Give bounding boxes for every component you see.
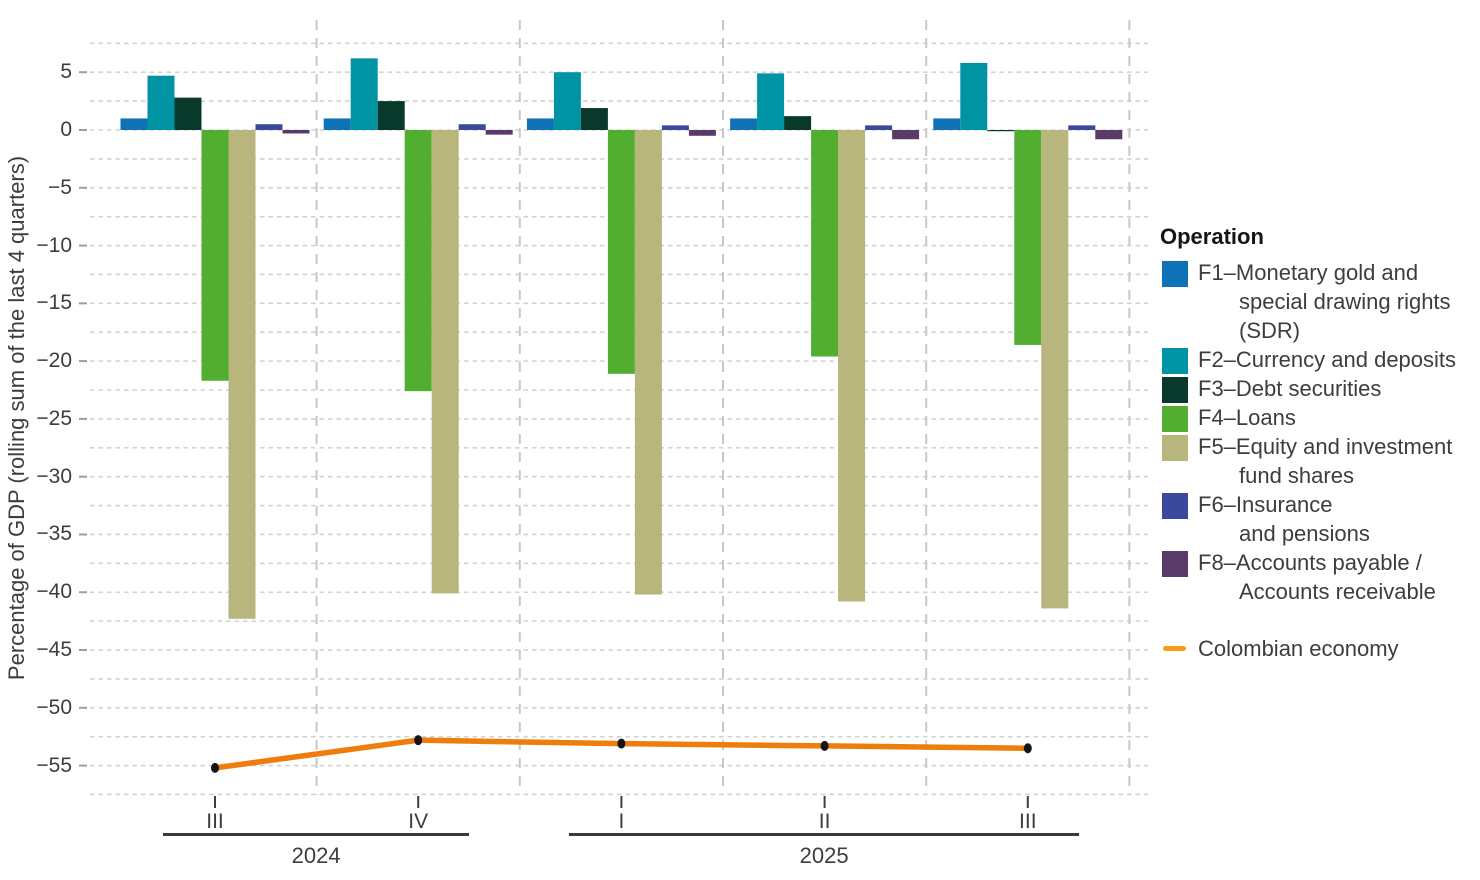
legend-item-label: F1–Monetary gold and special drawing righ… (1198, 260, 1451, 343)
economy-point (414, 735, 423, 746)
bar-F8-III-2024 (282, 130, 310, 134)
y-tick-label: −35 (36, 522, 72, 546)
y-tick-label: 0 (60, 118, 72, 141)
x-tick-label: I (618, 810, 625, 833)
bar-F4-III-2024 (201, 130, 229, 381)
legend-swatch (1162, 261, 1188, 287)
legend-item-label: F2–Currency and deposits (1198, 347, 1457, 372)
legend-item-label: F5–Equity and investment fund shares (1198, 434, 1453, 488)
bar-F8-III-2025 (1095, 130, 1123, 140)
legend-item: F1–Monetary gold and special drawing righ… (1160, 258, 1480, 345)
y-tick-label: −15 (36, 291, 72, 315)
bar-F5-IV-2024 (431, 130, 459, 594)
bar-F1-IV-2024 (323, 118, 351, 130)
bar-F6-IV-2024 (458, 124, 486, 130)
economy-line-swatch (1163, 646, 1186, 651)
bar-F6-III-2024 (255, 124, 283, 130)
bar-F8-IV-2024 (485, 130, 513, 135)
legend-line-item: Colombian economy (1160, 634, 1480, 663)
legend-swatch (1162, 551, 1188, 577)
economy-point (1023, 743, 1032, 754)
y-tick-label: −10 (36, 233, 72, 257)
y-tick-label: −50 (36, 695, 72, 719)
year-label: 2024 (291, 843, 341, 868)
bar-F6-II-2025 (865, 125, 893, 130)
y-tick-label: −5 (48, 175, 72, 199)
x-tick-label: IV (408, 810, 429, 833)
bar-F8-II-2025 (892, 130, 920, 140)
bar-F2-III-2025 (960, 62, 988, 130)
legend: Operation F1–Monetary gold and special dr… (1160, 224, 1480, 663)
bar-F1-II-2025 (730, 118, 758, 130)
bar-F4-II-2025 (811, 130, 839, 357)
legend-line-label: Colombian economy (1198, 636, 1399, 661)
bar-F5-III-2025 (1041, 130, 1069, 609)
y-tick-label: −40 (36, 580, 72, 604)
economy-point (211, 762, 219, 773)
legend-swatch (1162, 406, 1188, 432)
y-tick-label: −20 (36, 349, 72, 373)
year-label: 2025 (799, 843, 849, 868)
legend-item-label: F4–Loans (1198, 405, 1296, 430)
bar-F3-III-2025 (987, 130, 1015, 132)
legend-item: F3–Debt securities (1160, 374, 1480, 403)
bar-F3-IV-2024 (377, 101, 405, 130)
legend-swatch (1162, 493, 1188, 519)
bar-F2-III-2024 (147, 75, 175, 130)
bar-F4-I-2025 (607, 130, 635, 374)
legend-title: Operation (1160, 224, 1264, 249)
bar-F1-I-2025 (526, 118, 554, 130)
bar-F8-I-2025 (688, 130, 716, 136)
x-tick-label: II (818, 810, 831, 833)
bar-F6-III-2025 (1068, 125, 1096, 130)
bar-F3-III-2024 (174, 97, 202, 130)
y-tick-label: 5 (60, 60, 72, 84)
x-tick-label: III (206, 810, 224, 833)
bar-F1-III-2024 (120, 118, 148, 130)
legend-item: F2–Currency and deposits (1160, 345, 1480, 374)
legend-items: F1–Monetary gold and special drawing righ… (1160, 258, 1480, 606)
bar-F1-III-2025 (933, 118, 961, 130)
y-tick-label: −45 (36, 638, 72, 662)
legend-item-label: F8–Accounts payable / Accounts receivable (1198, 550, 1436, 604)
bar-F2-I-2025 (553, 72, 581, 130)
legend-item: F5–Equity and investment fund shares (1160, 432, 1480, 490)
bar-F2-IV-2024 (350, 58, 378, 130)
year-axis-line (163, 833, 470, 836)
bar-F4-III-2025 (1014, 130, 1042, 345)
year-axis-line (569, 833, 1079, 836)
legend-swatch (1162, 377, 1188, 403)
bar-F5-III-2024 (228, 130, 256, 619)
y-tick-label: −55 (36, 753, 72, 777)
legend-swatch (1162, 348, 1188, 374)
y-tick-label: −30 (36, 464, 72, 488)
bar-F4-IV-2024 (404, 130, 432, 392)
economy-point (617, 738, 626, 749)
legend-item: F4–Loans (1160, 403, 1480, 432)
economy-point (820, 740, 829, 751)
y-tick-label: −25 (36, 406, 72, 430)
legend-item-label: F3–Debt securities (1198, 376, 1382, 401)
bar-F2-II-2025 (757, 73, 785, 130)
legend-item-label: F6–Insurance and pensions (1198, 492, 1370, 546)
legend-item: F6–Insurance and pensions (1160, 490, 1480, 548)
bar-F6-I-2025 (661, 125, 689, 130)
bar-F5-I-2025 (634, 130, 662, 595)
bar-F3-I-2025 (580, 108, 608, 130)
legend-item: F8–Accounts payable / Accounts receivable (1160, 548, 1480, 606)
bar-F5-II-2025 (838, 130, 866, 602)
bar-F3-II-2025 (784, 116, 812, 130)
x-tick-label: III (1019, 810, 1037, 833)
legend-swatch (1162, 435, 1188, 461)
